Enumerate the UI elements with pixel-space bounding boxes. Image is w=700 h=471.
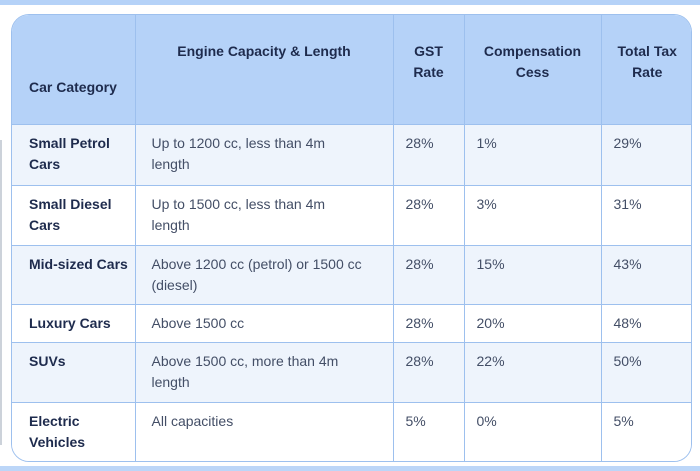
engine-capacity-cell: Above 1200 cc (petrol) or 1500 cc (diese…: [135, 245, 394, 305]
compensation-cess-cell: 22%: [464, 342, 602, 403]
car-category-cell: Luxury Cars: [12, 304, 136, 343]
total-tax-rate-cell: 31%: [601, 185, 691, 246]
gst-rate-cell: 28%: [393, 185, 465, 246]
compensation-cess-cell: 0%: [464, 402, 602, 461]
total-tax-rate-cell: 29%: [601, 124, 691, 186]
gst-rate-cell: 28%: [393, 124, 465, 186]
engine-capacity-cell: Above 1500 cc, more than 4m length: [135, 342, 394, 403]
col-header-gst-rate: GST Rate: [393, 15, 465, 125]
gst-tax-table: Car Category Engine Capacity & Length GS…: [12, 15, 691, 461]
car-category-cell: Small Petrol Cars: [12, 124, 136, 186]
table-row: Small Diesel Cars Up to 1500 cc, less th…: [12, 185, 691, 246]
col-header-car-category: Car Category: [12, 15, 136, 125]
table-row: Mid-sized Cars Above 1200 cc (petrol) or…: [12, 245, 691, 305]
compensation-cess-cell: 1%: [464, 124, 602, 186]
gst-rate-cell: 28%: [393, 342, 465, 403]
car-category-cell: SUVs: [12, 342, 136, 403]
gst-tax-table-card: Car Category Engine Capacity & Length GS…: [11, 14, 692, 462]
col-header-compensation-cess: Compensation Cess: [464, 15, 602, 125]
total-tax-rate-cell: 43%: [601, 245, 691, 305]
engine-capacity-cell: All capacities: [135, 402, 394, 461]
engine-capacity-cell: Above 1500 cc: [135, 304, 394, 343]
col-header-total-tax-rate: Total Tax Rate: [601, 15, 691, 125]
car-category-cell: Electric Vehicles: [12, 402, 136, 461]
total-tax-rate-cell: 48%: [601, 304, 691, 343]
header-row: Car Category Engine Capacity & Length GS…: [12, 15, 691, 125]
table-header: Car Category Engine Capacity & Length GS…: [12, 15, 691, 125]
col-header-engine-capacity: Engine Capacity & Length: [135, 15, 394, 125]
total-tax-rate-cell: 5%: [601, 402, 691, 461]
table-row: Electric Vehicles All capacities 5% 0% 5…: [12, 402, 691, 461]
table-row: SUVs Above 1500 cc, more than 4m length …: [12, 342, 691, 403]
gst-rate-cell: 28%: [393, 304, 465, 343]
gst-rate-cell: 28%: [393, 245, 465, 305]
car-category-cell: Mid-sized Cars: [12, 245, 136, 305]
bottom-page-strip: [0, 466, 700, 471]
compensation-cess-cell: 3%: [464, 185, 602, 246]
table-body: Small Petrol Cars Up to 1200 cc, less th…: [12, 124, 691, 461]
total-tax-rate-cell: 50%: [601, 342, 691, 403]
table-row: Luxury Cars Above 1500 cc 28% 20% 48%: [12, 304, 691, 343]
engine-capacity-cell: Up to 1500 cc, less than 4m length: [135, 185, 394, 246]
top-page-strip: [0, 0, 700, 5]
left-edge-sliver: [0, 140, 2, 445]
table-row: Small Petrol Cars Up to 1200 cc, less th…: [12, 124, 691, 186]
compensation-cess-cell: 20%: [464, 304, 602, 343]
compensation-cess-cell: 15%: [464, 245, 602, 305]
car-category-cell: Small Diesel Cars: [12, 185, 136, 246]
gst-rate-cell: 5%: [393, 402, 465, 461]
engine-capacity-cell: Up to 1200 cc, less than 4m length: [135, 124, 394, 186]
